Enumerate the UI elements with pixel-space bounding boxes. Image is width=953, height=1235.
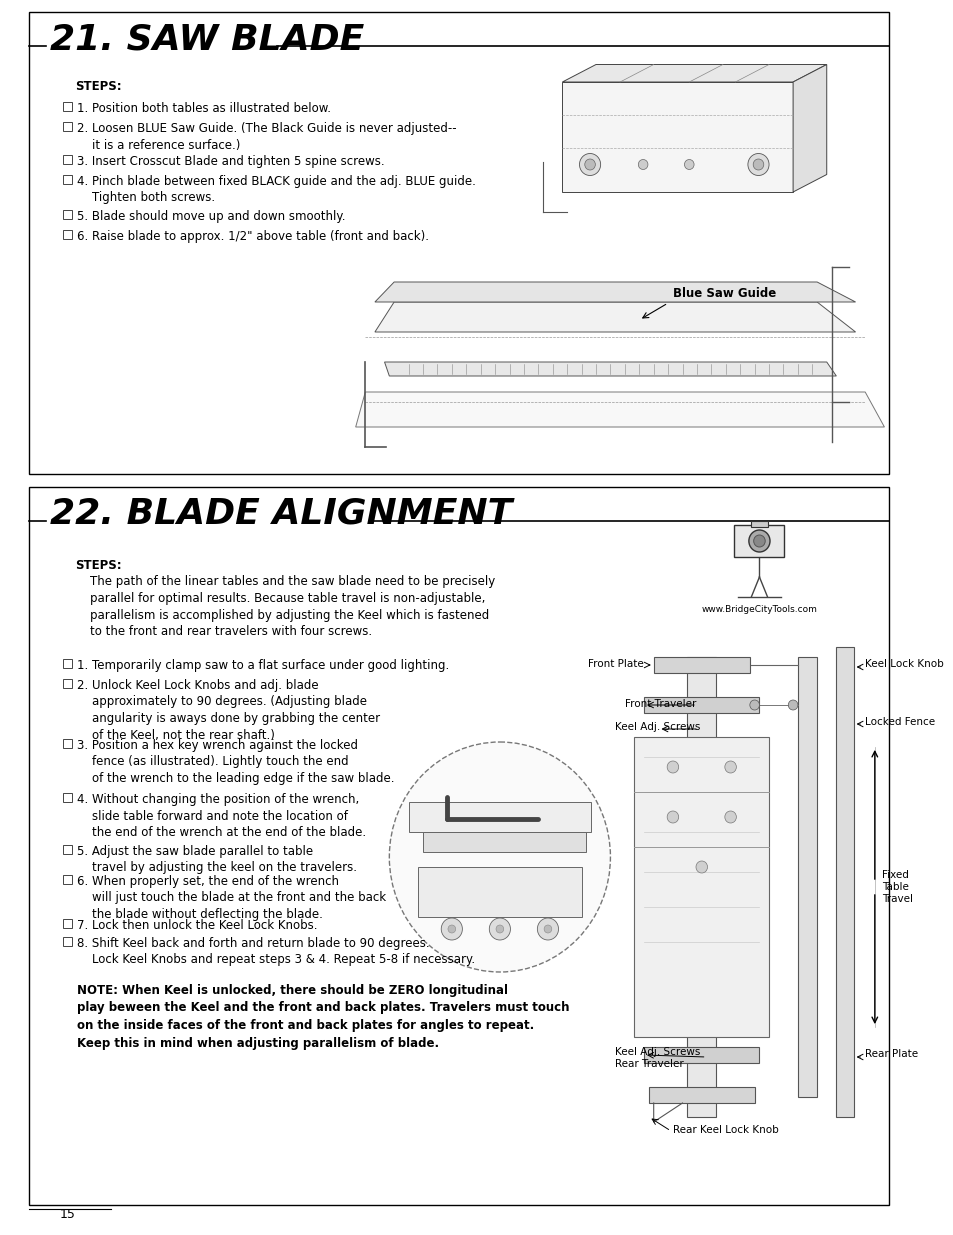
Text: 4. Without changing the position of the wrench,
    slide table forward and note: 4. Without changing the position of the …	[77, 793, 366, 839]
Polygon shape	[792, 64, 826, 191]
Text: 1. Temporarily clamp saw to a flat surface under good lighting.: 1. Temporarily clamp saw to a flat surfa…	[77, 659, 449, 672]
Circle shape	[683, 159, 694, 169]
Bar	[653, 657, 749, 673]
Circle shape	[389, 742, 610, 972]
Text: NOTE: When Keel is unlocked, there should be ZERO longitudinal
play beween the K: NOTE: When Keel is unlocked, there shoul…	[77, 984, 569, 1050]
Circle shape	[749, 700, 759, 710]
Circle shape	[489, 918, 510, 940]
Circle shape	[696, 861, 707, 873]
Bar	[648, 1087, 754, 1103]
Polygon shape	[561, 64, 826, 82]
Text: 6. When properly set, the end of the wrench
    will just touch the blade at the: 6. When properly set, the end of the wre…	[77, 876, 386, 921]
Text: 1. Position both tables as illustrated below.: 1. Position both tables as illustrated b…	[77, 103, 331, 115]
Bar	[64, 175, 72, 184]
Bar	[634, 737, 768, 1037]
Bar	[836, 647, 853, 1116]
Polygon shape	[384, 362, 836, 375]
Circle shape	[666, 761, 678, 773]
Text: 5. Adjust the saw blade parallel to table
    travel by adjusting the keel on th: 5. Adjust the saw blade parallel to tabl…	[77, 845, 356, 874]
Text: 3. Position a hex key wrench against the locked
    fence (as illustrated). Ligh: 3. Position a hex key wrench against the…	[77, 739, 394, 785]
Circle shape	[666, 811, 678, 823]
Text: 8. Shift Keel back and forth and return blade to 90 degrees.
    Lock Keel Knobs: 8. Shift Keel back and forth and return …	[77, 937, 475, 967]
Bar	[561, 82, 792, 191]
Bar	[64, 122, 72, 131]
Circle shape	[747, 153, 768, 175]
Circle shape	[448, 925, 456, 932]
Text: 7. Lock then unlock the Keel Lock Knobs.: 7. Lock then unlock the Keel Lock Knobs.	[77, 919, 317, 932]
Text: 6. Raise blade to approx. 1/2" above table (front and back).: 6. Raise blade to approx. 1/2" above tab…	[77, 230, 429, 243]
Text: STEPS:: STEPS:	[75, 559, 121, 572]
Text: 21. SAW BLADE: 21. SAW BLADE	[50, 22, 364, 56]
Bar	[417, 867, 581, 918]
Circle shape	[441, 918, 462, 940]
Bar	[64, 876, 72, 884]
Bar	[734, 525, 783, 557]
Circle shape	[584, 159, 595, 170]
Circle shape	[537, 918, 558, 940]
Bar	[64, 156, 72, 164]
Text: Blue Saw Guide: Blue Saw Guide	[672, 287, 776, 300]
Text: Fixed
Table
Travel: Fixed Table Travel	[882, 869, 913, 904]
Text: Front Plate: Front Plate	[588, 659, 643, 669]
Circle shape	[496, 925, 503, 932]
Text: www.BridgeCityTools.com: www.BridgeCityTools.com	[700, 605, 817, 614]
Bar	[64, 103, 72, 111]
Text: Keel Adj. Screws: Keel Adj. Screws	[615, 722, 700, 732]
Text: 2. Loosen BLUE Saw Guide. (The Black Guide is never adjusted--
    it is a refer: 2. Loosen BLUE Saw Guide. (The Black Gui…	[77, 122, 456, 152]
Bar	[422, 832, 586, 852]
Bar	[64, 793, 72, 802]
Bar	[64, 919, 72, 927]
Text: 2. Unlock Keel Lock Knobs and adj. blade
    approximately to 90 degrees. (Adjus: 2. Unlock Keel Lock Knobs and adj. blade…	[77, 679, 379, 741]
Bar	[64, 230, 72, 240]
Bar	[643, 697, 759, 713]
Polygon shape	[375, 303, 855, 332]
Circle shape	[543, 925, 551, 932]
Text: The path of the linear tables and the saw blade need to be precisely
    paralle: The path of the linear tables and the sa…	[75, 576, 495, 638]
Text: Keel Lock Knob: Keel Lock Knob	[864, 659, 943, 669]
Bar	[64, 679, 72, 688]
Bar	[29, 487, 888, 1205]
Circle shape	[753, 159, 763, 170]
Circle shape	[753, 535, 764, 547]
Circle shape	[787, 700, 797, 710]
Bar	[64, 845, 72, 853]
Circle shape	[748, 530, 769, 552]
Bar	[408, 802, 591, 832]
Text: Rear Plate: Rear Plate	[864, 1049, 918, 1058]
Circle shape	[724, 811, 736, 823]
Circle shape	[724, 761, 736, 773]
Text: 5. Blade should move up and down smoothly.: 5. Blade should move up and down smoothl…	[77, 210, 345, 224]
Bar	[797, 657, 817, 1097]
Bar	[64, 739, 72, 748]
Polygon shape	[355, 391, 883, 427]
Text: Front Traveler: Front Traveler	[624, 699, 696, 709]
Text: 15: 15	[59, 1209, 75, 1221]
Polygon shape	[375, 282, 855, 303]
Text: STEPS:: STEPS:	[75, 80, 121, 93]
Text: Rear Keel Lock Knob: Rear Keel Lock Knob	[672, 1125, 778, 1135]
Text: 22. BLADE ALIGNMENT: 22. BLADE ALIGNMENT	[50, 496, 512, 531]
Bar	[29, 12, 888, 474]
Bar	[64, 210, 72, 219]
Bar	[686, 657, 716, 1116]
Text: Keel Adj. Screws
Rear Traveler: Keel Adj. Screws Rear Traveler	[615, 1047, 700, 1070]
Bar	[643, 1047, 759, 1063]
Bar	[750, 521, 767, 527]
Bar	[64, 659, 72, 668]
Circle shape	[578, 153, 600, 175]
Circle shape	[638, 159, 647, 169]
Text: 4. Pinch blade between fixed BLACK guide and the adj. BLUE guide.
    Tighten bo: 4. Pinch blade between fixed BLACK guide…	[77, 175, 476, 205]
Bar	[64, 937, 72, 946]
Text: Locked Fence: Locked Fence	[864, 718, 934, 727]
Text: 3. Insert Crosscut Blade and tighten 5 spine screws.: 3. Insert Crosscut Blade and tighten 5 s…	[77, 156, 384, 168]
